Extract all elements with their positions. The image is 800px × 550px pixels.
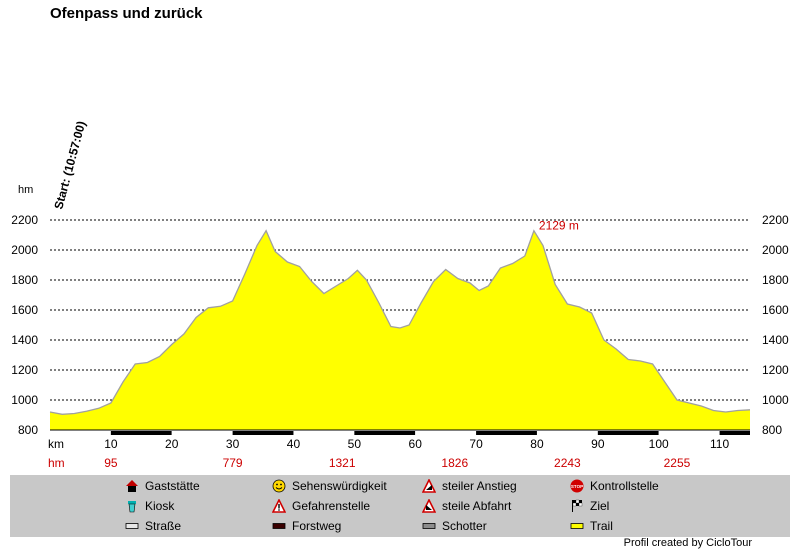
x-tick-label: 70: [469, 437, 483, 451]
y-tick-label-left: 2000: [11, 243, 38, 257]
legend-panel: Gaststätte Sehenswürdigkeit steiler Anstie…: [10, 475, 790, 537]
distance-bar-segment: [354, 431, 416, 435]
trail-swatch-icon: [570, 519, 584, 533]
y-tick-label-left: 1000: [11, 393, 38, 407]
y-tick-label-right: 2200: [762, 213, 789, 227]
credit-text: Profil created by CicloTour: [623, 537, 752, 549]
chart-title: Ofenpass und zurück: [50, 5, 203, 22]
steep-descent-icon: [421, 498, 437, 513]
legend-item: Gaststätte: [125, 478, 200, 494]
hm-row-value: 1826: [441, 456, 468, 470]
danger-icon: [271, 498, 287, 513]
x-tick-label: 80: [530, 437, 544, 451]
restaurant-icon: [125, 479, 139, 493]
x-tick-label: 10: [104, 437, 118, 451]
distance-bar-segment: [719, 431, 750, 435]
legend-label: Schotter: [442, 519, 487, 533]
distance-bar-segment: [597, 431, 659, 435]
distance-bar-segment: [50, 431, 111, 435]
distance-bar-segment: [232, 431, 294, 435]
legend-item: Trail: [570, 518, 613, 534]
legend-label: steile Abfahrt: [442, 499, 512, 513]
distance-bar-segment: [415, 431, 477, 435]
legend-item: Schotter: [422, 518, 487, 534]
legend-label: Ziel: [590, 499, 610, 513]
legend-label: Gefahrenstelle: [292, 499, 371, 513]
elevation-fill: [50, 230, 750, 430]
legend-item: Sehenswürdigkeit: [272, 478, 387, 494]
hm-row-value: 95: [104, 456, 118, 470]
x-tick-label: 110: [710, 437, 729, 451]
x-tick-label: 90: [591, 437, 605, 451]
distance-bar-segment: [293, 431, 355, 435]
elevation-area: [49, 229, 751, 430]
legend-label: Forstweg: [292, 519, 342, 533]
hm-row-label: hm: [48, 456, 65, 470]
y-tick-label-right: 1000: [762, 393, 789, 407]
y-tick-label-left: 800: [18, 423, 38, 437]
x-tick-label: 60: [409, 437, 423, 451]
distance-bar-segment: [476, 431, 537, 435]
y-tick-label-right: 800: [762, 423, 782, 437]
start-label: Start: (10:57:00): [51, 120, 88, 211]
steep-climb-icon: [421, 478, 437, 493]
legend-label: Straße: [145, 519, 182, 533]
stop-icon: STOP: [570, 479, 584, 493]
legend-label: Sehenswürdigkeit: [292, 479, 387, 493]
legend-item: Gefahrenstelle: [271, 498, 371, 514]
legend-item: STOP Kontrollstelle: [570, 478, 659, 494]
y-tick-label-left: 1200: [11, 363, 38, 377]
y-tick-label-right: 2000: [762, 243, 789, 257]
elevation-line: [49, 229, 751, 415]
y-tick-label-right: 1400: [762, 333, 789, 347]
gravel-swatch-icon: [422, 519, 436, 533]
distance-bar-segment: [658, 431, 720, 435]
y-tick-label-left: 1400: [11, 333, 38, 347]
x-tick-label: 50: [348, 437, 362, 451]
kiosk-icon: [125, 499, 139, 513]
smiley-icon: [272, 479, 286, 493]
x-tick-label: 20: [165, 437, 179, 451]
axes: [50, 429, 750, 435]
hm-row-value: 2243: [554, 456, 581, 470]
legend-label: Trail: [590, 519, 613, 533]
x-axis-unit: km: [48, 437, 64, 451]
legend-label: Gaststätte: [145, 479, 200, 493]
hm-row-value: 779: [223, 456, 243, 470]
finish-flag-icon: [570, 499, 584, 513]
road-swatch-icon: [125, 519, 139, 533]
y-tick-label-right: 1800: [762, 273, 789, 287]
svg-text:STOP: STOP: [571, 484, 583, 489]
y-tick-label-right: 1600: [762, 303, 789, 317]
y-tick-label-left: 1800: [11, 273, 38, 287]
y-tick-label-right: 1200: [762, 363, 789, 377]
hm-row-value: 1321: [329, 456, 356, 470]
legend-item: steiler Anstieg: [421, 478, 517, 494]
y-tick-label-left: 2200: [11, 213, 38, 227]
distance-bar-segment: [110, 431, 172, 435]
x-tick-label: 40: [287, 437, 301, 451]
legend-label: steiler Anstieg: [442, 479, 517, 493]
legend-label: Kiosk: [145, 499, 175, 513]
legend-item: Straße: [125, 518, 181, 534]
x-tick-label: 100: [649, 437, 669, 451]
legend-item: Ziel: [570, 498, 609, 514]
y-tick-label-left: 1600: [11, 303, 38, 317]
peak-annotation: 2129 m: [539, 219, 579, 233]
distance-bar-segment: [536, 431, 598, 435]
x-tick-label: 30: [226, 437, 240, 451]
legend-item: steile Abfahrt: [421, 498, 512, 514]
legend-label: Kontrollstelle: [590, 479, 659, 493]
hm-row-value: 2255: [664, 456, 691, 470]
y-axis-unit: hm: [18, 184, 33, 196]
legend-item: Forstweg: [272, 518, 341, 534]
distance-bar-segment: [171, 431, 233, 435]
forest-road-swatch-icon: [272, 519, 286, 533]
legend-item: Kiosk: [125, 498, 174, 514]
